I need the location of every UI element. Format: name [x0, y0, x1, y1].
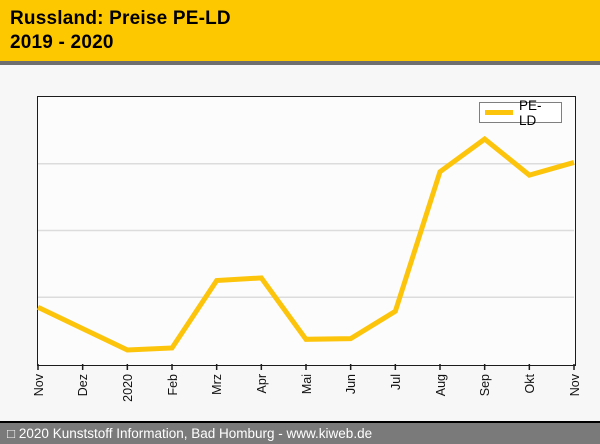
series-line-pe-ld: [36, 135, 575, 353]
header-divider: [0, 61, 600, 65]
page-subtitle: 2019 - 2020: [10, 32, 114, 53]
x-axis-label: Sep: [478, 374, 493, 397]
x-axis-label: Dez: [76, 374, 91, 397]
x-axis-label: Jun: [344, 374, 359, 395]
x-axis-label: Apr: [254, 374, 269, 394]
legend-line-swatch: [485, 110, 513, 115]
x-axis-label: Mai: [299, 374, 314, 395]
x-axis-label: 2020: [120, 374, 135, 402]
plot-area: [36, 96, 576, 370]
chart-header: Russland: Preise PE-LD 2019 - 2020: [0, 0, 600, 61]
x-axis-label: Mrz: [210, 374, 225, 395]
x-axis-label: Feb: [165, 374, 180, 396]
legend: PE-LD: [479, 98, 562, 128]
x-axis-label: Nov: [31, 374, 46, 397]
legend-label: PE-LD: [519, 97, 542, 128]
x-axis-label: Jul: [388, 374, 403, 390]
footer: □ 2020 Kunststoff Information, Bad Hombu…: [0, 421, 600, 444]
chart-area: Nov Dez 2020 Feb Mrz Apr Mai Jun Jul Aug Sep Okt Nov…: [0, 65, 600, 421]
copyright-text: □ 2020 Kunststoff Information, Bad Hombu…: [7, 426, 373, 441]
x-axis-label: Nov: [567, 374, 582, 397]
page-title: Russland: Preise PE-LD: [10, 8, 231, 29]
line-chart-svg: [36, 97, 575, 370]
x-axis-label: Aug: [433, 374, 448, 397]
x-axis-label: Okt: [522, 374, 537, 394]
